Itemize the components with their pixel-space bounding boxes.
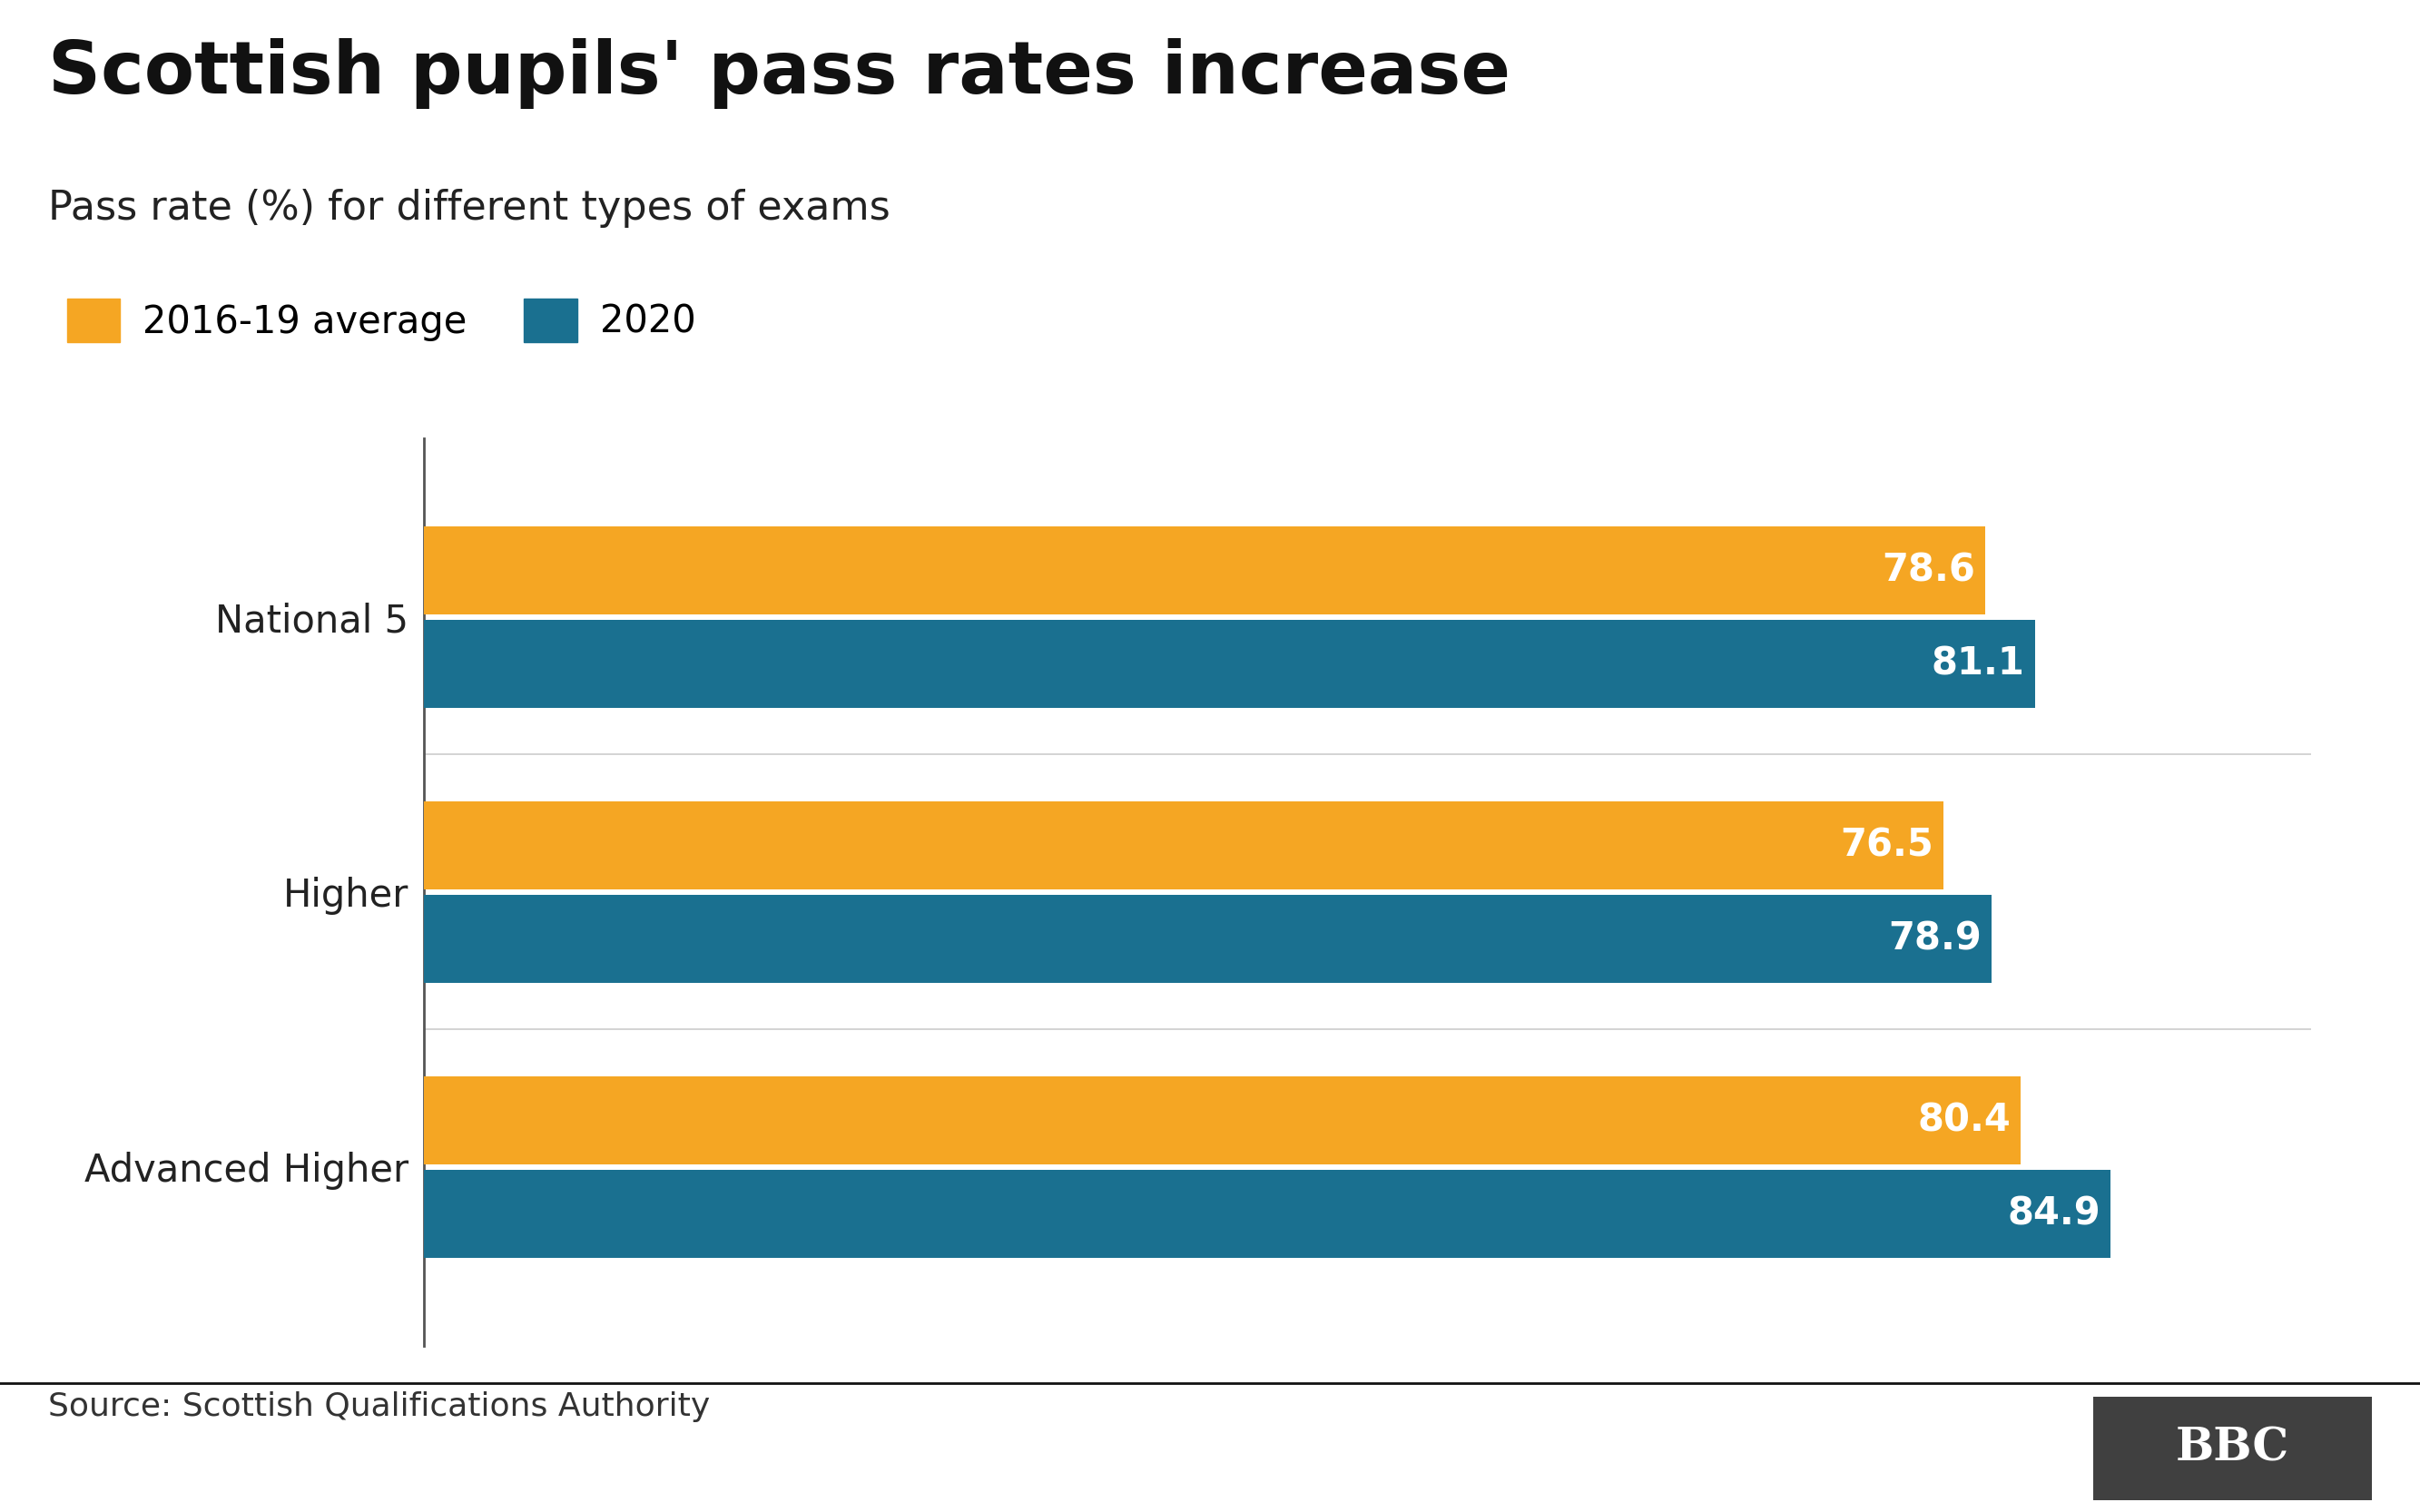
Legend: 2016-19 average, 2020: 2016-19 average, 2020 [68,299,695,342]
Text: 80.4: 80.4 [1917,1101,2011,1140]
Bar [424,895,1992,983]
Text: 84.9: 84.9 [2006,1194,2101,1232]
Text: Pass rate (%) for different types of exams: Pass rate (%) for different types of exa… [48,189,891,228]
Text: BBC: BBC [2176,1426,2289,1471]
Text: 78.6: 78.6 [1883,552,1975,590]
Bar [424,1170,2110,1258]
Bar [424,526,1984,614]
Text: 76.5: 76.5 [1839,826,1934,865]
Bar [424,801,1943,889]
Text: 81.1: 81.1 [1931,644,2026,683]
Text: Source: Scottish Qualifications Authority: Source: Scottish Qualifications Authorit… [48,1391,711,1421]
Text: Scottish pupils' pass rates increase: Scottish pupils' pass rates increase [48,38,1510,109]
Bar [424,620,2035,708]
Bar [424,1077,2021,1164]
Text: 78.9: 78.9 [1888,919,1982,959]
